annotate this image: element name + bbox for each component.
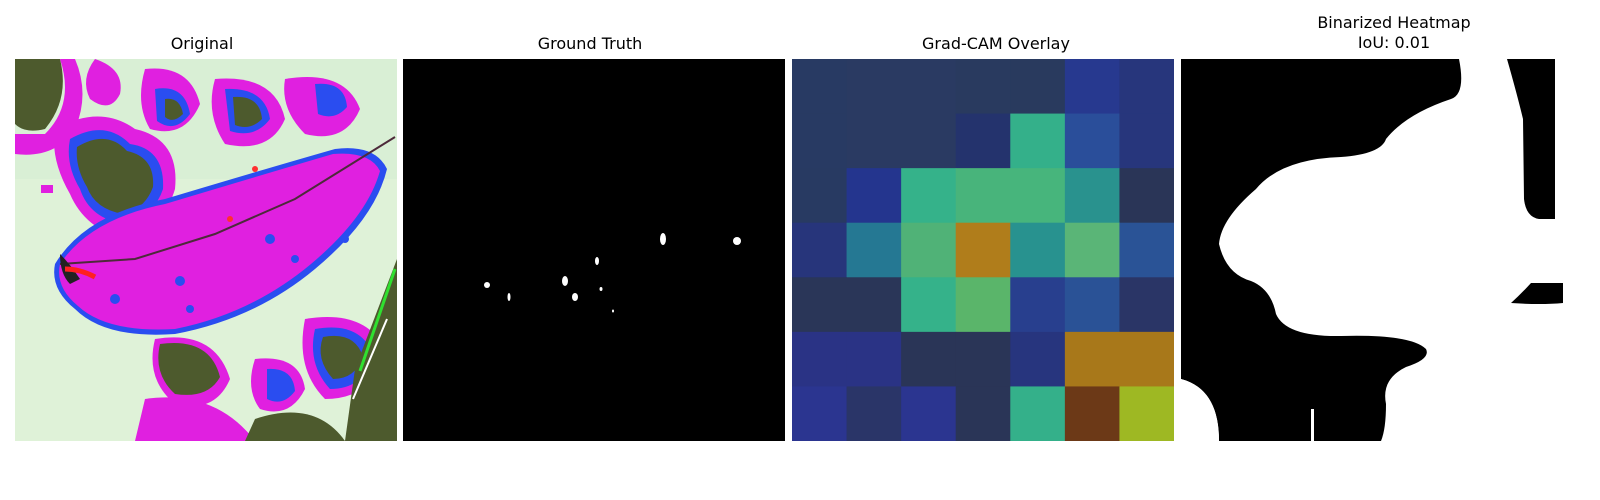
gradcam-cell (1119, 59, 1174, 115)
gradcam-cell (955, 277, 1011, 333)
gradcam-cell (1064, 59, 1120, 115)
gradcam-cell (901, 222, 957, 278)
gradcam-cell (1119, 277, 1174, 333)
gradcam-cell (1119, 168, 1174, 224)
gradcam-cell (1064, 113, 1120, 169)
gradcam-cell (901, 277, 957, 333)
gradcam-heatmap-grid (792, 59, 1174, 441)
gradcam-cell (1119, 331, 1174, 387)
iou-score-label: IoU: 0.01 (1357, 33, 1431, 52)
gradcam-cell (1064, 331, 1120, 387)
panel-title-gradcam-overlay: Grad-CAM Overlay (922, 34, 1070, 53)
gradcam-cell (955, 222, 1011, 278)
gradcam-cell (792, 168, 848, 224)
gradcam-cell (901, 59, 957, 115)
panel-title-ground-truth: Ground Truth (537, 34, 643, 53)
panel-title-binarized-line: Binarized Heatmap (1317, 13, 1471, 32)
gradcam-cell (846, 113, 902, 169)
gradcam-cell (846, 222, 902, 278)
gradcam-cell (1119, 222, 1174, 278)
gradcam-cell (901, 168, 957, 224)
gradcam-cell (1119, 386, 1174, 441)
gradcam-cell (1010, 331, 1066, 387)
gradcam-cell (1010, 222, 1066, 278)
gradcam-cell (846, 386, 902, 441)
gradcam-cell (901, 113, 957, 169)
gradcam-cell (1064, 222, 1120, 278)
gradcam-cell (792, 277, 848, 333)
gradcam-cell (1064, 168, 1120, 224)
gradcam-cell (846, 59, 902, 115)
gradcam-cell (1119, 113, 1174, 169)
gradcam-cell (846, 168, 902, 224)
panel-title-binarized-heatmap: Binarized Heatmap IoU: 0.01 (1184, 13, 1600, 53)
gradcam-cell (792, 59, 848, 115)
gradcam-cell (846, 277, 902, 333)
binarized-heatmap-panel (1181, 59, 1563, 441)
gradcam-cell (1064, 277, 1120, 333)
gradcam-cell (1010, 277, 1066, 333)
binarized-heatmap-mask (1181, 59, 1563, 441)
gradcam-cell (1010, 59, 1066, 115)
gradcam-cell (792, 386, 848, 441)
gradcam-cell (1010, 168, 1066, 224)
gradcam-cell (955, 168, 1011, 224)
gradcam-cell (1064, 386, 1120, 441)
gradcam-cell (792, 331, 848, 387)
gradcam-overlay-panel (792, 59, 1174, 441)
gradcam-cell (1010, 386, 1066, 441)
gradcam-cell (1010, 113, 1066, 169)
gradcam-cell (846, 331, 902, 387)
gradcam-cell (955, 331, 1011, 387)
original-leaf-image (15, 59, 397, 441)
gradcam-cell (792, 113, 848, 169)
gradcam-cell (955, 113, 1011, 169)
gradcam-cell (792, 222, 848, 278)
original-image-panel (15, 59, 397, 441)
ground-truth-mask (403, 59, 785, 441)
panel-title-original: Original (170, 34, 234, 53)
ground-truth-panel (403, 59, 785, 441)
gradcam-cell (955, 59, 1011, 115)
gradcam-cell (901, 331, 957, 387)
gradcam-cell (901, 386, 957, 441)
gradcam-cell (955, 386, 1011, 441)
